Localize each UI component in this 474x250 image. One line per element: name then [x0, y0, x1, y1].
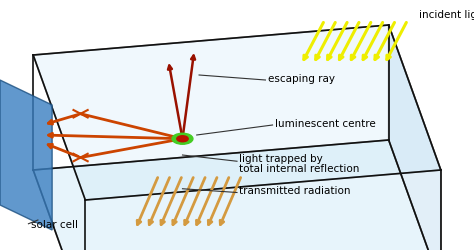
- Text: total internal reflection: total internal reflection: [239, 164, 360, 174]
- Circle shape: [177, 136, 188, 142]
- Text: transmitted radiation: transmitted radiation: [239, 186, 351, 196]
- Polygon shape: [33, 25, 441, 200]
- Text: solar cell: solar cell: [31, 220, 78, 230]
- Text: escaping ray: escaping ray: [268, 74, 335, 84]
- Polygon shape: [389, 25, 441, 250]
- Text: incident light: incident light: [419, 10, 474, 20]
- Text: light trapped by: light trapped by: [239, 154, 323, 164]
- Polygon shape: [0, 80, 52, 230]
- Circle shape: [172, 133, 193, 144]
- Polygon shape: [33, 140, 441, 250]
- Text: luminescent centre: luminescent centre: [275, 119, 376, 129]
